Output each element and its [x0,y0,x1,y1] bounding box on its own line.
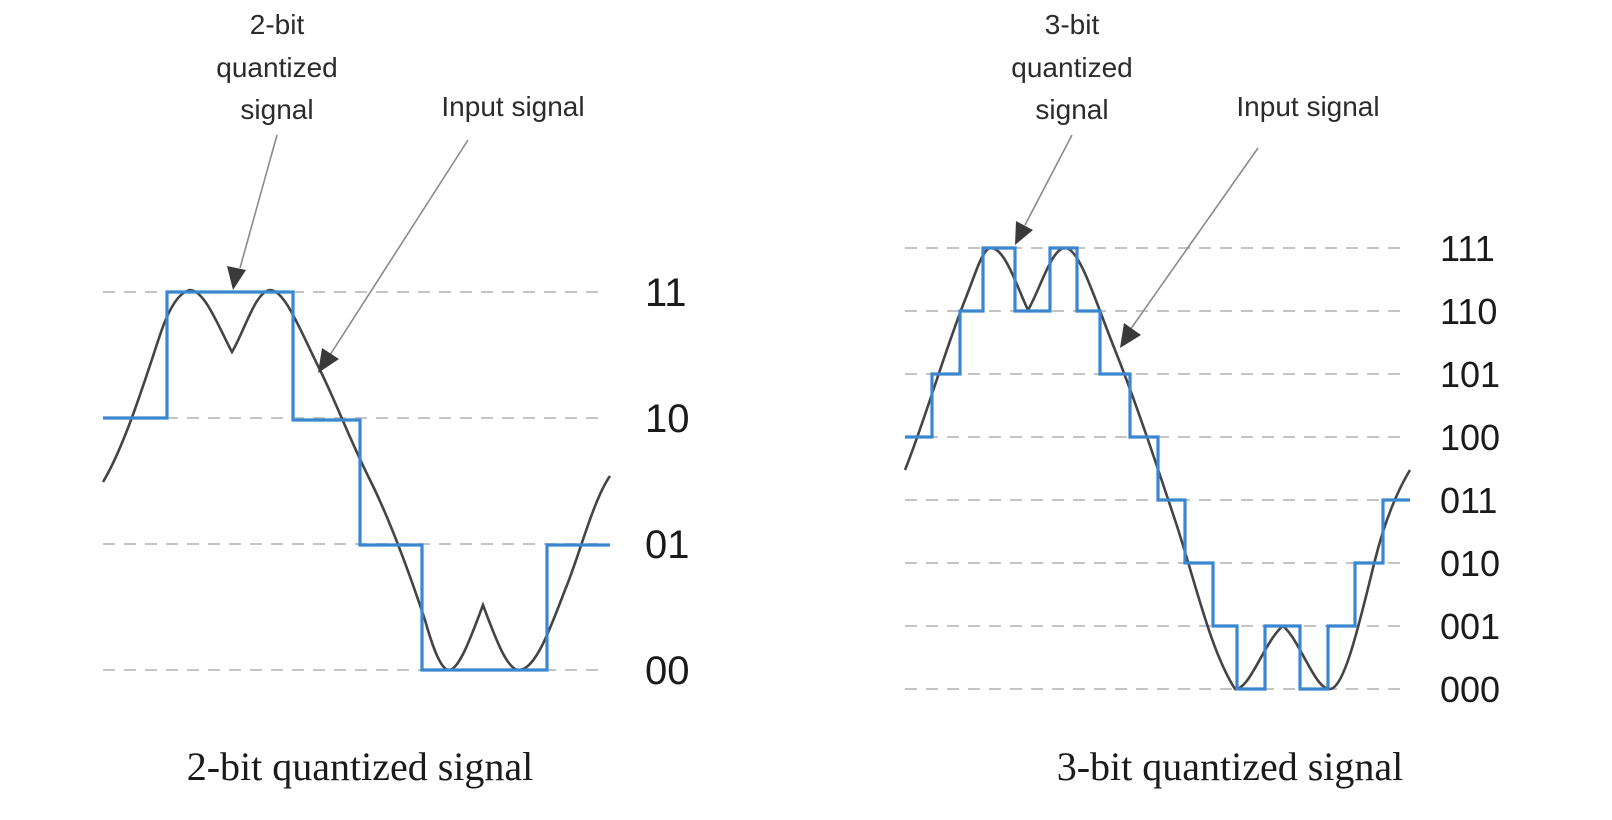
quantized-signal-3bit [905,246,1410,691]
annotation-input-pointer [329,139,469,356]
level-label-00: 00 [645,649,690,693]
annotation-input-arrowhead [318,348,339,373]
level-label-110: 110 [1440,291,1497,332]
level-label-10: 10 [645,397,690,441]
panel-2bit: 11 10 01 00 2-bit quantized signal Input… [101,9,690,789]
caption-2bit: 2-bit quantized signal [187,744,534,789]
annotation-input-3bit: Input signal [1236,91,1379,122]
annotation-quantized-3bit-pointer [1024,134,1073,226]
annotation-quantized-line2: quantized [216,52,337,83]
annotation-quantized-line3: signal [240,94,313,125]
annotation-input-3bit-arrowhead [1120,323,1141,348]
level-label-011: 011 [1440,480,1497,521]
annotation-quantized-arrowhead [227,266,246,290]
annotation-quantized-3bit-arrowhead [1015,221,1033,245]
level-label-111: 111 [1440,228,1495,269]
panel-3bit: 111 110 101 100 011 010 001 000 3-bit qu… [903,9,1500,789]
annotation-input-3bit-pointer [1129,147,1259,331]
annotation-quantized-3bit-line1: 3-bit [1045,9,1100,40]
level-label-101: 101 [1440,354,1500,395]
annotation-quantized-3bit-line3: signal [1035,94,1108,125]
caption-3bit: 3-bit quantized signal [1057,744,1404,789]
level-label-010: 010 [1440,543,1500,584]
annotation-input: Input signal [441,91,584,122]
input-signal-curve [101,288,612,672]
annotation-quantized-pointer [239,134,278,269]
annotation-quantized-line1: 2-bit [250,9,305,40]
level-label-001: 001 [1440,606,1500,647]
level-label-11: 11 [645,271,687,315]
annotation-quantized-3bit-line2: quantized [1011,52,1132,83]
level-label-100: 100 [1440,417,1500,458]
level-label-01: 01 [645,523,690,567]
quantized-signal-2bit [103,290,610,672]
level-label-000: 000 [1440,669,1500,710]
